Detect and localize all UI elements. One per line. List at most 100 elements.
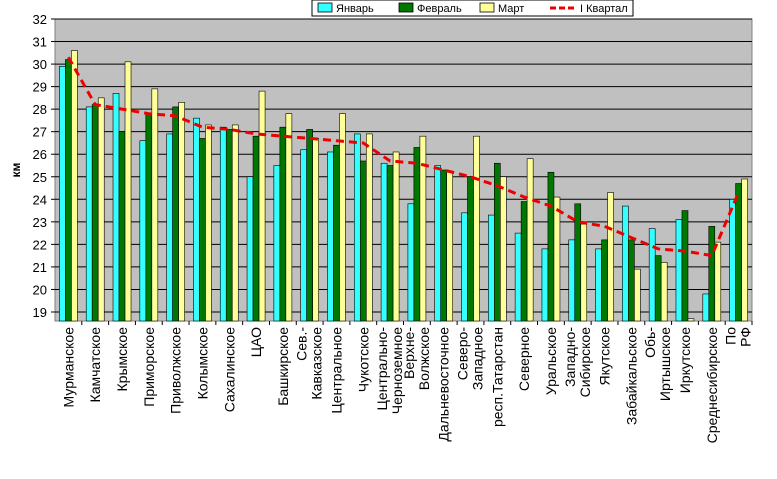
bar <box>145 113 153 322</box>
bar <box>124 61 132 322</box>
bar <box>467 176 474 322</box>
bar <box>413 147 421 322</box>
x-axis: Мурманское Камчатское Крымское Приморское Пр… <box>60 321 754 443</box>
bar <box>118 131 126 322</box>
bar <box>306 129 313 322</box>
x-tick-label: Центральное <box>329 327 345 414</box>
bar <box>553 196 561 322</box>
bar <box>473 135 480 322</box>
y-tick-label: 28 <box>33 102 47 117</box>
bar <box>91 104 99 322</box>
bar <box>622 205 629 322</box>
bar <box>85 106 93 322</box>
x-tick-label: Северо-Западное <box>455 327 486 390</box>
y-tick-label: 25 <box>33 170 47 185</box>
bar <box>729 198 736 322</box>
bar <box>231 124 239 322</box>
x-tick-label: Колымское <box>194 327 210 400</box>
bar <box>500 176 507 322</box>
x-tick-label: Якутское <box>597 327 613 386</box>
x-tick-label: Северное <box>516 327 532 391</box>
legend: Январь Февраль Март I Квартал <box>311 0 634 17</box>
bar <box>65 59 72 322</box>
legend-swatch <box>479 2 495 13</box>
bar <box>112 93 120 322</box>
bar <box>434 165 442 322</box>
bar <box>279 126 287 322</box>
x-tick-label: Чукотское <box>355 327 371 392</box>
bar <box>151 88 159 322</box>
legend-label: Февраль <box>417 3 462 15</box>
bar <box>353 133 361 322</box>
bar <box>634 268 641 322</box>
bar <box>300 149 307 322</box>
y-tick-label: 19 <box>33 305 47 320</box>
legend-swatch <box>398 2 414 13</box>
legend-label: Январь <box>336 3 374 15</box>
bar <box>273 165 281 322</box>
bar <box>595 248 602 322</box>
y-tick-label: 21 <box>33 260 47 275</box>
bar <box>97 97 105 322</box>
bar <box>172 106 179 322</box>
bar <box>461 212 468 322</box>
x-tick-label: Уральское <box>543 327 559 395</box>
y-tick-label: 26 <box>33 147 47 162</box>
bar <box>654 255 662 322</box>
bar <box>568 239 576 322</box>
x-tick-label: ЦАО <box>248 327 264 357</box>
bar <box>648 228 656 322</box>
x-tick-label: ПоРФ <box>723 327 754 347</box>
y-axis-title: км <box>9 162 23 177</box>
bar <box>166 133 173 322</box>
x-tick-label: Иркутское <box>677 327 693 393</box>
y-tick-label: 27 <box>33 125 47 140</box>
bar <box>178 102 185 322</box>
legend-swatch <box>317 2 333 13</box>
x-tick-label: Сахалинское <box>221 327 237 412</box>
bars <box>59 50 748 322</box>
bar <box>392 151 400 322</box>
x-tick-label: Верхне-Волжское <box>401 327 432 391</box>
x-tick-label: Сев.-Кавказское <box>294 327 325 400</box>
bar <box>225 129 233 322</box>
bar <box>526 158 534 322</box>
y-tick-label: 31 <box>33 35 47 50</box>
bar <box>628 239 635 322</box>
bar <box>607 192 614 322</box>
bar <box>547 171 555 322</box>
bar <box>714 241 722 322</box>
x-tick-label: респ.Татарстан <box>489 327 505 427</box>
bar <box>246 176 254 322</box>
x-tick-label: Башкирское <box>275 327 291 406</box>
legend-label: I Квартал <box>580 3 628 15</box>
bar <box>681 210 689 322</box>
bar <box>520 201 528 322</box>
bar <box>339 113 346 322</box>
bar <box>687 318 695 322</box>
y-tick-label: 30 <box>33 57 47 72</box>
bar <box>541 248 549 322</box>
bar <box>199 138 206 322</box>
y-tick-label: 20 <box>33 282 47 297</box>
x-tick-label: Приволжское <box>168 327 184 414</box>
x-tick-label: Крымское <box>114 327 130 392</box>
bar <box>71 50 78 322</box>
bar <box>440 169 448 322</box>
bar <box>139 140 147 322</box>
bar <box>735 183 742 322</box>
x-tick-label: Мурманское <box>60 327 76 408</box>
bar <box>380 162 388 322</box>
x-tick-label: Обь-Иртышское <box>642 327 673 401</box>
y-tick-label: 29 <box>33 80 47 95</box>
bar <box>205 124 212 322</box>
bar <box>660 262 668 322</box>
bar <box>514 232 522 322</box>
bar <box>675 219 683 322</box>
bar <box>252 135 260 322</box>
y-tick-label: 32 <box>33 12 47 27</box>
bar <box>285 113 293 322</box>
bar <box>333 144 340 322</box>
x-tick-label: Забайкальское <box>623 327 639 425</box>
x-tick-label: Приморское <box>141 327 157 407</box>
